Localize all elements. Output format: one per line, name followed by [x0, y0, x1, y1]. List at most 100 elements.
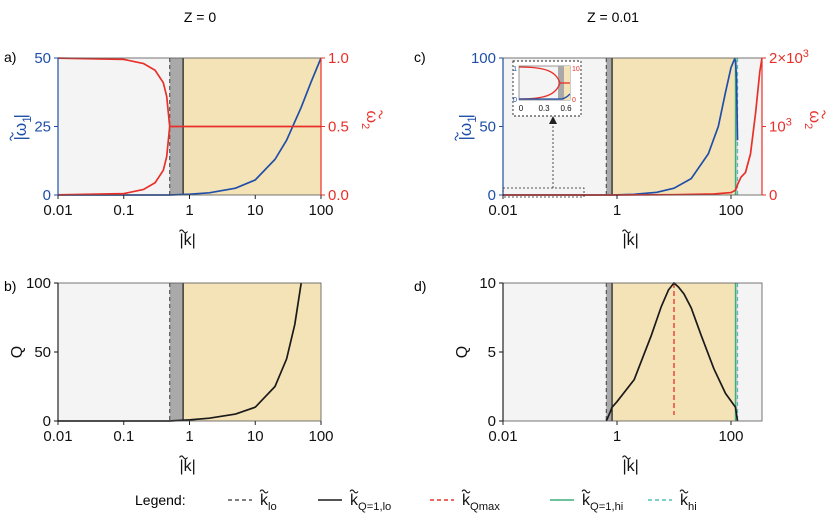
x-tick-label: 0.1 [113, 428, 134, 445]
y-axis-label-left: Q [9, 346, 26, 358]
legend-label-lo-tilde [259, 489, 269, 494]
y-axis-label-left: |ω1| [454, 114, 479, 141]
unstable-band [183, 283, 321, 421]
y-axis-label-left-omega-text: |ω1 [456, 116, 479, 141]
y-axis-label-right: ω2 [802, 110, 826, 130]
y-tick-label-left: 10 [479, 275, 496, 292]
y-axis-label-left-omega-tilde [9, 132, 14, 141]
x-tick-label: 1 [185, 428, 193, 445]
y-tick-label-right: 0 [769, 187, 777, 204]
inset-x-tick-label: 0 [519, 104, 524, 113]
unstable-band [612, 58, 736, 195]
inset-x-tick-label: 0.6 [560, 104, 572, 113]
inset-y-tick-left: 0 [513, 97, 517, 104]
x-axis-label-tilde [179, 229, 188, 234]
y-axis-label-right: ω2 [359, 110, 383, 129]
panel-a: 0.01 0.1 1 10 100 |k| 0 25 50 |ω1| 0.0 0.5 1.0 ω2 [9, 50, 383, 249]
y-axis-label-left-text: Q [454, 346, 471, 358]
x-axis-label: |k| [179, 229, 196, 249]
series-line-black-0 [58, 282, 303, 422]
inset-y-tick-right: 0 [572, 97, 576, 104]
zoom-arrow-head [549, 116, 557, 124]
inset-x-tick-label: 0.3 [538, 104, 550, 113]
y-tick-label-right: 103 [769, 117, 792, 136]
y-tick-label-left: 25 [34, 119, 51, 136]
y-tick-label-left: 50 [479, 119, 496, 136]
legend-title: Legend: [135, 492, 186, 508]
x-tick-label: 0.01 [488, 428, 517, 445]
y-tick-label-left: 0 [488, 187, 496, 204]
title-right: Z = 0.01 [587, 9, 639, 25]
legend-label-q1lo: kQ=1,lo [349, 489, 391, 513]
x-axis-label-tilde [622, 229, 631, 234]
panel-b: 0.01 0.1 1 10 100 |k| 0 50 100 Q [9, 275, 334, 475]
x-axis-label-text: |k| [623, 232, 639, 249]
x-axis-label-tilde [622, 455, 631, 460]
legend-label-lo-text: klo [260, 492, 277, 513]
y-axis-label-left: |ω1| [9, 114, 34, 141]
zoom-box [502, 187, 585, 198]
y-axis-label-right-omega-tilde [378, 110, 383, 119]
inset-y-tick-left: 1 [513, 66, 517, 73]
x-axis-label-text: |k| [623, 458, 639, 475]
x-tick-label: 100 [308, 202, 333, 219]
y-axis-label-left-omega: |ω1 [454, 116, 479, 141]
legend-label-hi-text: khi [680, 492, 697, 513]
legend-label-hi: khi [679, 489, 697, 513]
y-tick-label-left: 100 [26, 275, 51, 292]
y-axis-label-right-omega-text: ω2 [802, 111, 823, 130]
y-axis-label-right-omega-tilde [821, 110, 826, 119]
x-tick-label: 0.01 [43, 202, 72, 219]
x-tick-label: 0.01 [488, 202, 517, 219]
x-axis-label: |k| [622, 229, 639, 249]
x-axis-label: |k| [179, 455, 196, 475]
shaded-gap-lo [606, 58, 613, 195]
y-axis-label-left-bar: | [456, 114, 475, 118]
panel-label-b: b) [4, 278, 16, 294]
y-tick-label-right: 1.0 [328, 50, 349, 67]
inset-y-tick-right: 10 [572, 66, 580, 73]
y-axis-label-left-omega-text: |ω1 [11, 116, 34, 141]
x-axis-label: |k| [622, 455, 639, 475]
y-axis-label-left-omega: |ω1 [9, 116, 34, 141]
legend-label-q1hi: kQ=1,hi [581, 489, 623, 513]
x-tick-label: 0.1 [113, 202, 134, 219]
series-line-blue-0 [58, 57, 321, 196]
legend-label-hi-tilde [679, 489, 689, 494]
y-tick-label-right: 0.5 [328, 119, 349, 136]
shaded-gap-lo [169, 283, 184, 421]
y-tick-label-right: 2×103 [769, 48, 809, 67]
x-axis-label-tilde [179, 455, 188, 460]
x-tick-label: 100 [308, 428, 333, 445]
x-axis-label-text: |k| [180, 232, 196, 249]
x-axis-label-text: |k| [180, 458, 196, 475]
legend: Legend: klo kQ=1,lo kQmax kQ=1,hi khi [135, 489, 697, 513]
y-tick-label-left: 50 [34, 344, 51, 361]
series-line-blue-0 [503, 57, 739, 196]
x-tick-label: 100 [718, 202, 743, 219]
y-tick-label-left: 0 [488, 413, 496, 430]
legend-label-q1hi-tilde [581, 489, 591, 494]
y-tick-label-left: 0 [43, 413, 51, 430]
x-tick-label: 100 [718, 428, 743, 445]
legend-label-q1lo-tilde [349, 489, 359, 494]
y-tick-label-left: 0 [43, 187, 51, 204]
panel-label-a: a) [4, 49, 16, 65]
x-tick-label: 10 [247, 202, 264, 219]
legend-label-lo: klo [259, 489, 277, 513]
y-tick-label-right: 0.0 [328, 187, 349, 204]
legend-label-q1hi-text: kQ=1,hi [582, 492, 623, 513]
y-axis-label-right-omega: ω2 [802, 110, 826, 130]
y-axis-label-left-text: Q [9, 346, 26, 358]
panels: 0.01 0.1 1 10 100|k|02550|ω1|0.00.51.0ω20.01… [9, 48, 826, 475]
y-tick-label-left: 50 [34, 50, 51, 67]
panel-d: 0.01 1 100 |k| 0 5 10 Q [454, 275, 763, 475]
panel-label-c: c) [414, 49, 426, 65]
title-left: Z = 0 [184, 9, 217, 25]
series-line-red-2 [58, 126, 171, 196]
shaded-gap-lo [606, 283, 613, 421]
y-axis-label-right-omega: ω2 [359, 110, 383, 129]
